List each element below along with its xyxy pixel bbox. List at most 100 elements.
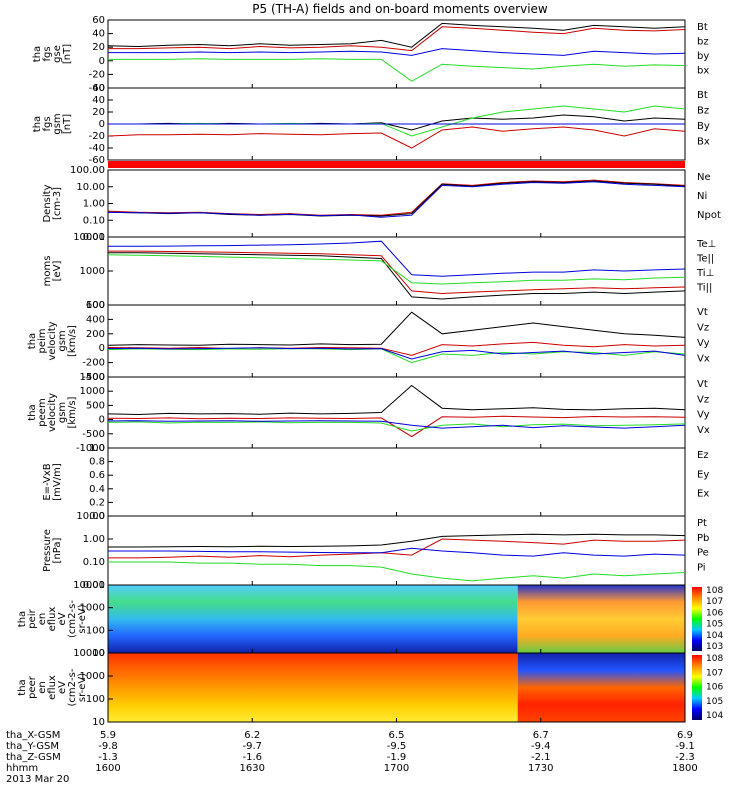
y-tick-label: 0 [99, 56, 105, 67]
series-Ti|| [107, 254, 686, 285]
x-row-value: -9.5 [387, 741, 407, 752]
panel-peer_eflux: 108 107 106 105 104 10000 1000 100 10 tha peer en ef… [17, 648, 723, 728]
x-row-label: tha_Z-GSM [6, 752, 61, 763]
series-Bz [107, 126, 686, 149]
y-axis-label: peer [27, 675, 38, 699]
y-tick-label: -20 [89, 131, 105, 142]
colorbar [692, 587, 702, 651]
legend-Vy: Vy [697, 338, 710, 349]
x-row-value: -9.7 [242, 741, 262, 752]
y-tick-label: -200 [82, 358, 105, 369]
y-axis-label: en [37, 681, 48, 694]
legend-Te||: Te|| [696, 254, 714, 265]
y-tick-label: 0 [99, 119, 105, 130]
y-axis-label: tha [17, 611, 28, 627]
y-tick-label: 10000 [73, 648, 105, 659]
y-axis-label: velocity [47, 393, 58, 432]
colorbar-tick: 107 [706, 597, 723, 607]
x-axis-annotation: tha_X-GSM 5.9 6.2 6.5 6.7 6.9 tha_Y-GSM -9.8 -9.… [6, 730, 698, 785]
y-axis-label: fgs [42, 46, 53, 61]
legend-Vx: Vx [697, 354, 710, 365]
y-tick-label: 100 [86, 694, 105, 705]
x-row-value: 6.9 [677, 730, 693, 741]
legend-bx: bx [697, 66, 709, 77]
y-tick-label: -20 [89, 69, 105, 80]
series-Vt [107, 384, 686, 416]
series-bx [108, 48, 686, 56]
y-axis-label: Pressure [42, 529, 53, 572]
y-axis-label: Density [42, 184, 53, 222]
y-tick-label: 200 [86, 329, 105, 340]
legend-Bx: Bx [697, 137, 710, 148]
y-axis-label: tha [27, 333, 38, 349]
panel-efield: 1.0 0.8 0.6 0.4 0.2 0.0 E=-VxB [mV/m] Ez Ey Ex [42, 443, 709, 522]
y-axis-label: en [37, 613, 48, 626]
y-tick-label: 40 [92, 29, 105, 40]
x-row-value: -9.1 [675, 741, 695, 752]
x-row-value: 1730 [528, 763, 553, 774]
y-tick-label: -1000 [76, 443, 105, 454]
series-Vz [107, 415, 686, 438]
x-row-value: 1800 [672, 763, 697, 774]
legend-Npot: Npot [697, 210, 721, 221]
y-axis-label: velocity [47, 321, 58, 360]
series-Te|| [108, 252, 686, 300]
heatmap-before [108, 653, 518, 722]
y-tick-label: 0 [99, 415, 105, 426]
legend-Vz: Vz [697, 394, 709, 405]
legend-Pt: Pt [697, 518, 707, 529]
y-tick-label: 10.00 [76, 511, 105, 522]
series-Ti⊥ [108, 240, 686, 277]
series-Bt [108, 114, 686, 131]
plot-title: P5 (TH-A) fields and on-board moments ov… [252, 2, 548, 16]
legend-Ni: Ni [697, 191, 707, 202]
x-row-value: 6.5 [389, 730, 405, 741]
series-Ne [107, 179, 686, 216]
y-tick-label: 400 [86, 314, 105, 325]
series-By [108, 105, 686, 137]
y-axis-label: eflux [47, 675, 58, 700]
y-tick-label: 100.00 [70, 165, 105, 176]
y-axis-label: peim [37, 328, 48, 353]
y-tick-label: 10000 [73, 580, 105, 591]
y-axis-label: eV [57, 612, 68, 625]
y-axis-label: (cm2-s- [67, 668, 78, 706]
x-row-value: -9.8 [98, 741, 118, 752]
legend-By: By [697, 121, 710, 132]
y-tick-label: -500 [82, 429, 105, 440]
y-tick-label: 0.01 [83, 232, 105, 243]
series-Ni [107, 180, 686, 217]
y-axis-label: [cm-3] [52, 187, 63, 220]
y-axis-label: sr-eV) [77, 673, 88, 702]
y-axis-label: gsm [52, 113, 63, 134]
y-tick-label: 100 [86, 625, 105, 636]
series-Bt [107, 22, 686, 48]
y-axis-label: peem [37, 398, 48, 426]
x-row-value: 6.7 [533, 730, 549, 741]
separator-bar [108, 161, 685, 168]
y-axis-label: [nPa] [52, 537, 63, 563]
legend-Bt: Bt [697, 22, 708, 33]
series-Pb [108, 538, 686, 559]
panel-pressure: 10.00 1.00 0.10 0.01 Pressure [nPa] Pt Pb Pe Pi [42, 511, 709, 591]
y-axis-label: [km/s] [67, 396, 78, 428]
y-axis-label: fgs [42, 116, 53, 131]
y-tick-label: 600 [86, 300, 105, 311]
legend-Pi: Pi [697, 562, 706, 573]
series-Te⊥ [108, 250, 686, 295]
legend-by: by [697, 51, 709, 62]
legend-bz: bz [697, 37, 709, 48]
y-tick-label: 0.2 [89, 497, 105, 508]
x-row-label: tha_X-GSM [6, 730, 60, 741]
x-row-label: tha_Y-GSM [6, 741, 59, 752]
date-label: 2013 Mar 20 [6, 774, 69, 785]
legend-Vt: Vt [697, 379, 708, 390]
y-tick-label: 0.6 [89, 470, 105, 481]
x-row-value: -2.3 [675, 752, 695, 763]
series-Pt [108, 533, 686, 548]
y-tick-label: 1.00 [83, 199, 105, 210]
x-row-value: 1600 [95, 763, 120, 774]
y-tick-label: 10 [92, 648, 105, 659]
panel-frame [107, 304, 686, 378]
